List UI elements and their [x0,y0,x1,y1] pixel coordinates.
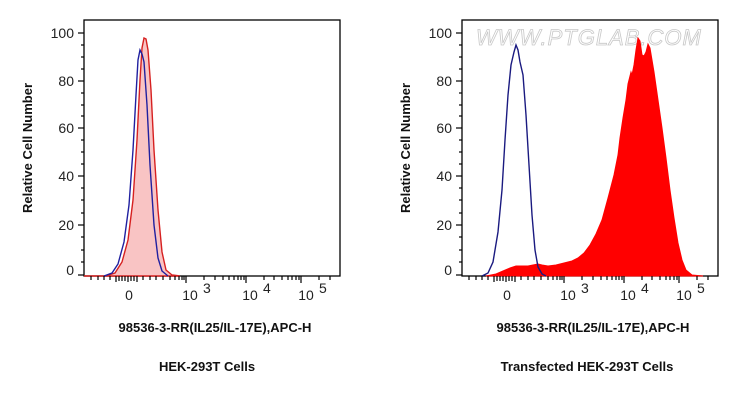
y-axis-label: Relative Cell Number [398,83,413,213]
svg-text:40: 40 [58,168,74,184]
svg-text:5: 5 [319,280,327,296]
plot-frame [83,19,341,277]
isotype-histogram [481,42,547,277]
x-axis-label: 98536-3-RR(IL25/IL-17E),APC-H [118,320,312,335]
svg-text:10: 10 [560,287,576,300]
svg-text:0: 0 [66,262,74,278]
svg-text:20: 20 [436,217,452,233]
plot-frame [461,19,719,277]
y-tick-labels: 100 80 60 40 20 0 [429,25,453,278]
svg-text:3: 3 [581,280,589,296]
histogram-left: Relative Cell Number 100 80 60 40 20 0 [20,19,341,300]
svg-text:80: 80 [58,73,74,89]
svg-text:10: 10 [182,287,198,300]
svg-text:0: 0 [444,262,452,278]
histogram-right: Relative Cell Number WWW.PTGLAB.COM 100 … [398,19,719,300]
svg-text:100: 100 [51,25,75,41]
svg-text:10: 10 [242,287,258,300]
svg-text:0: 0 [503,287,511,300]
y-tick-labels: 100 80 60 40 20 0 [51,25,75,278]
x-tick-labels: 0 10 3 10 4 10 5 [125,280,327,300]
chart-panel-left: Relative Cell Number 100 80 60 40 20 0 [20,19,341,374]
x-axis-label: 98536-3-RR(IL25/IL-17E),APC-H [496,320,690,335]
chart-panel-right: Relative Cell Number WWW.PTGLAB.COM 100 … [378,0,739,406]
svg-text:10: 10 [676,287,692,300]
svg-text:60: 60 [436,120,452,136]
svg-text:10: 10 [620,287,636,300]
svg-text:4: 4 [641,280,649,296]
svg-text:4: 4 [263,280,271,296]
isotype-histogram [103,47,169,277]
svg-text:80: 80 [436,73,452,89]
x-tick-labels: 0 10 3 10 4 10 5 [503,280,705,300]
svg-text:10: 10 [298,287,314,300]
panel-caption: HEK-293T Cells [158,359,256,374]
svg-text:40: 40 [436,168,452,184]
svg-text:3: 3 [203,280,211,296]
svg-text:100: 100 [429,25,453,41]
y-axis-ticks [78,32,84,276]
x-axis-ticks [90,276,331,283]
stained-histogram [84,36,181,277]
svg-text:20: 20 [58,217,74,233]
watermark: WWW.PTGLAB.COM [476,25,702,50]
panel-caption: Transfected HEK-293T Cells [500,359,674,374]
y-axis-label: Relative Cell Number [20,83,35,213]
svg-text:0: 0 [125,287,133,300]
y-axis-ticks [456,32,462,276]
x-axis-ticks [468,276,709,283]
stained-histogram [485,36,704,277]
svg-text:5: 5 [697,280,705,296]
svg-text:60: 60 [58,120,74,136]
